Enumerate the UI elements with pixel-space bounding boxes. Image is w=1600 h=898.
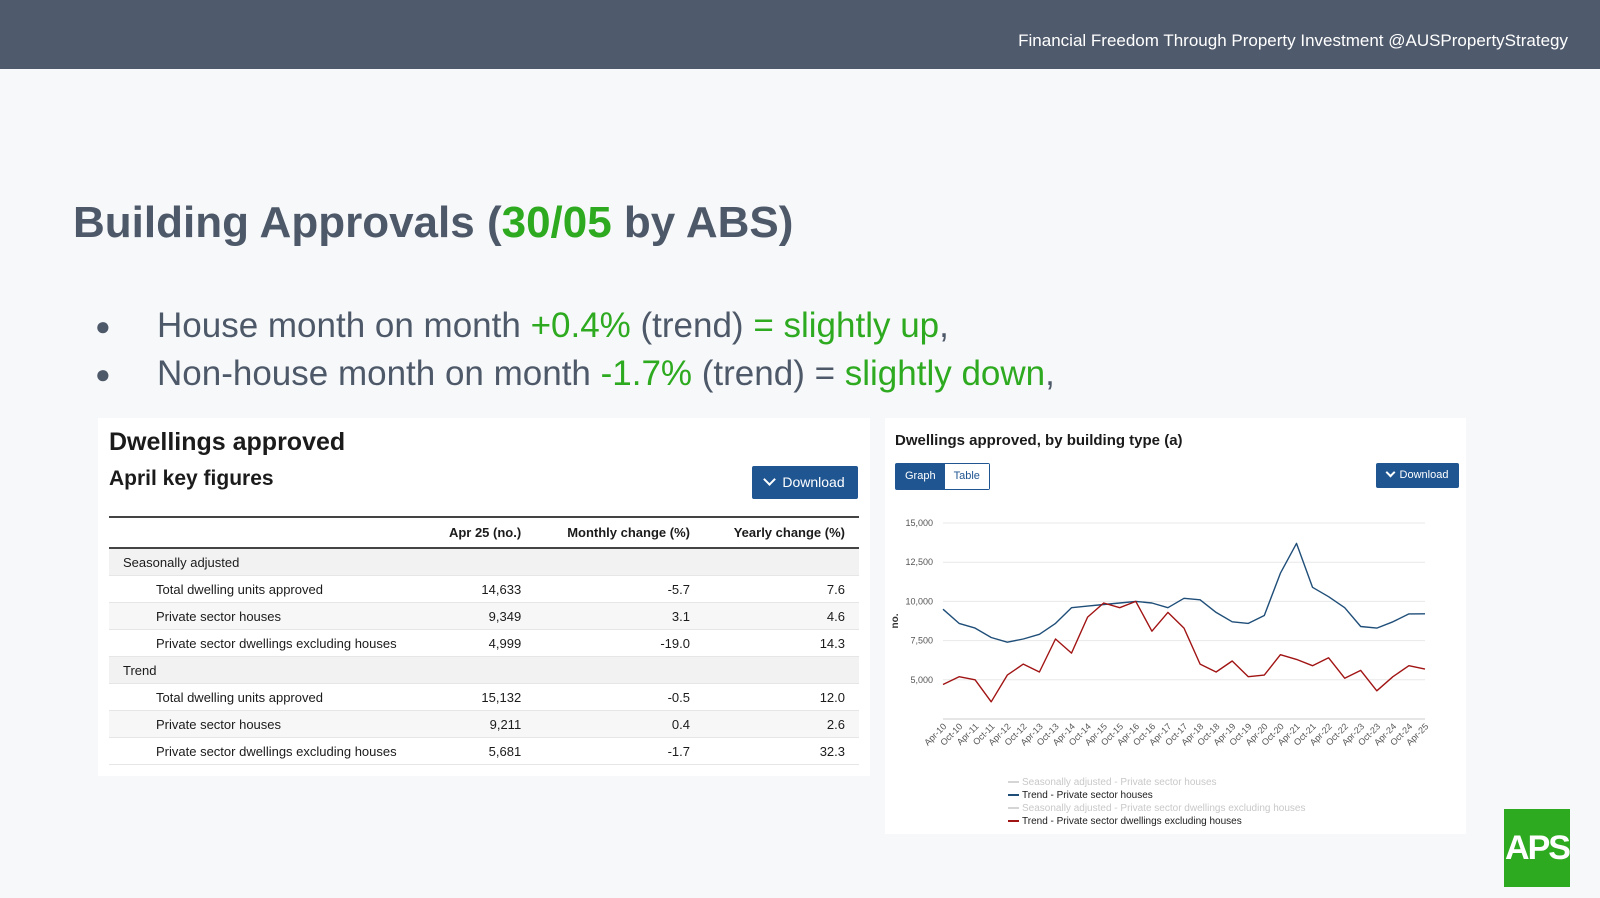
legend-swatch	[1008, 781, 1019, 784]
cell-value: 7.6	[703, 575, 859, 603]
legend-item[interactable]: Trend - Private sector dwellings excludi…	[1008, 815, 1306, 828]
legend-item[interactable]: Seasonally adjusted - Private sector hou…	[1008, 776, 1306, 789]
bullet-text: House month on month	[157, 306, 531, 345]
group-row: Trend	[109, 656, 859, 684]
cell-value: 2.6	[703, 710, 859, 738]
y-tick-label: 10,000	[905, 596, 933, 606]
line-chart: 5,0007,50010,00012,50015,000no.Apr-10Oct…	[890, 518, 1430, 748]
download-label: Download	[1399, 469, 1449, 481]
row-label: Private sector houses	[109, 602, 427, 630]
bullet-dot: ●	[95, 359, 111, 389]
download-label: Download	[782, 474, 845, 490]
cell-value: 9,349	[427, 602, 536, 630]
cell-value: 15,132	[427, 683, 536, 711]
key-figures-subtitle: April key figures	[109, 467, 274, 490]
cell-value: 32.3	[703, 737, 859, 765]
column-header: Yearly change (%)	[703, 516, 859, 549]
cell-value: -5.7	[535, 575, 704, 603]
legend-label: Seasonally adjusted - Private sector dwe…	[1022, 803, 1306, 814]
chart-legend: Seasonally adjusted - Private sector hou…	[1008, 776, 1306, 828]
bullet-text: ,	[1045, 354, 1055, 393]
row-label: Private sector dwellings excluding house…	[109, 737, 427, 765]
aps-logo: APS	[1504, 809, 1571, 887]
cell-value: 12.0	[703, 683, 859, 711]
cell-value: 0.4	[535, 710, 704, 738]
chart-panel: Dwellings approved, by building type (a)…	[885, 418, 1466, 834]
column-header: Monthly change (%)	[535, 516, 704, 549]
header-tagline: Financial Freedom Through Property Inves…	[1018, 31, 1568, 50]
bullet-list: ● House month on month +0.4% (trend) = sl…	[95, 302, 1055, 398]
legend-swatch	[1008, 807, 1019, 810]
bullet-non-house: ● Non-house month on month -1.7% (trend) …	[95, 350, 1055, 398]
legend-label: Seasonally adjusted - Private sector hou…	[1022, 777, 1217, 788]
table-row: Private sector dwellings excluding house…	[109, 629, 859, 657]
bullet-text: (trend) =	[692, 354, 845, 393]
row-label: Total dwelling units approved	[109, 575, 427, 603]
cell-value: 4.6	[703, 602, 859, 630]
row-label: Private sector dwellings excluding house…	[109, 629, 427, 657]
cell-value: 5,681	[427, 737, 536, 765]
chart-title: Dwellings approved, by building type (a)	[895, 432, 1183, 449]
cell-value: -1.7	[535, 737, 704, 765]
column-header	[109, 516, 427, 549]
y-axis-label: no.	[890, 613, 901, 628]
y-tick-label: 7,500	[910, 636, 933, 646]
cell-value: 14.3	[703, 629, 859, 657]
page-title: Building Approvals (30/05 by ABS)	[73, 198, 793, 248]
bullet-dot: ●	[95, 311, 111, 341]
y-tick-label: 15,000	[905, 518, 933, 528]
table-header-row: Apr 25 (no.) Monthly change (%) Yearly c…	[109, 516, 859, 549]
cell-value: 4,999	[427, 629, 536, 657]
top-bar: Financial Freedom Through Property Inves…	[0, 0, 1600, 69]
group-label: Seasonally adjusted	[109, 548, 859, 576]
chevron-down-icon	[763, 473, 777, 486]
bullet-text: (trend)	[630, 306, 754, 345]
series-line	[942, 542, 1426, 643]
table-row: Total dwelling units approved 15,132 -0.…	[109, 683, 859, 711]
key-figures-panel: Dwellings approved April key figures Dow…	[98, 418, 870, 776]
bullet-text: Non-house month on month	[157, 354, 601, 393]
bullet-value: -1.7%	[600, 354, 693, 393]
cell-value: -19.0	[535, 629, 704, 657]
group-row: Seasonally adjusted	[109, 548, 859, 576]
table-row: Private sector houses 9,349 3.1 4.6	[109, 602, 859, 630]
row-label: Private sector houses	[109, 710, 427, 738]
key-figures-table: Apr 25 (no.) Monthly change (%) Yearly c…	[109, 516, 859, 765]
y-tick-label: 5,000	[910, 675, 933, 685]
view-toggle: Graph Table	[895, 463, 990, 490]
bullet-verdict: slightly down	[844, 354, 1046, 393]
title-prefix: Building Approvals (	[73, 198, 502, 247]
bullet-text: ,	[939, 306, 949, 345]
key-figures-title: Dwellings approved	[109, 428, 346, 456]
chevron-down-icon	[1385, 467, 1395, 478]
table-row: Private sector dwellings excluding house…	[109, 737, 859, 765]
series-line	[942, 600, 1426, 703]
title-date: 30/05	[501, 198, 612, 247]
cell-value: 3.1	[535, 602, 704, 630]
cell-value: -0.5	[535, 683, 704, 711]
column-header: Apr 25 (no.)	[427, 516, 536, 549]
legend-swatch	[1008, 794, 1019, 797]
legend-label: Trend - Private sector houses	[1022, 790, 1153, 801]
tab-graph[interactable]: Graph	[896, 464, 945, 489]
legend-label: Trend - Private sector dwellings excludi…	[1022, 816, 1242, 827]
cell-value: 14,633	[427, 575, 536, 603]
table-row: Private sector houses 9,211 0.4 2.6	[109, 710, 859, 738]
y-tick-label: 12,500	[905, 557, 933, 567]
legend-item[interactable]: Trend - Private sector houses	[1008, 789, 1306, 802]
group-label: Trend	[109, 656, 859, 684]
bullet-verdict: = slightly up	[753, 306, 940, 345]
title-suffix: by ABS)	[611, 198, 794, 247]
tab-table[interactable]: Table	[944, 464, 989, 489]
download-button[interactable]: Download	[752, 466, 858, 499]
row-label: Total dwelling units approved	[109, 683, 427, 711]
legend-item[interactable]: Seasonally adjusted - Private sector dwe…	[1008, 802, 1306, 815]
cell-value: 9,211	[427, 710, 536, 738]
bullet-house: ● House month on month +0.4% (trend) = sl…	[95, 302, 1055, 350]
table-row: Total dwelling units approved 14,633 -5.…	[109, 575, 859, 603]
chart-download-button[interactable]: Download	[1376, 463, 1459, 488]
bullet-value: +0.4%	[530, 306, 631, 345]
legend-swatch	[1008, 820, 1019, 823]
